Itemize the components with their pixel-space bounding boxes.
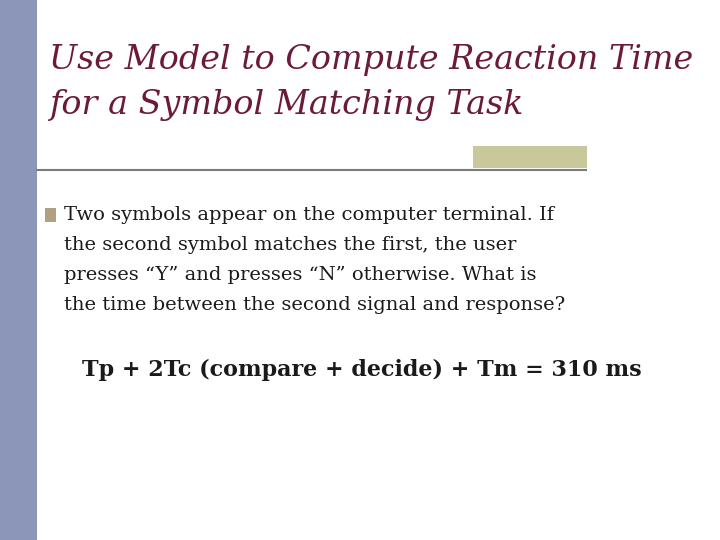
Text: the second symbol matches the first, the user: the second symbol matches the first, the… — [63, 236, 516, 254]
Text: presses “Y” and presses “N” otherwise. What is: presses “Y” and presses “N” otherwise. W… — [63, 266, 536, 284]
Text: Tp + 2Tc (compare + decide) + Tm = 310 ms: Tp + 2Tc (compare + decide) + Tm = 310 m… — [81, 359, 642, 381]
Text: the time between the second signal and response?: the time between the second signal and r… — [63, 296, 565, 314]
Bar — [45, 208, 56, 222]
Text: Two symbols appear on the computer terminal. If: Two symbols appear on the computer termi… — [63, 206, 554, 224]
Text: Use Model to Compute Reaction Time: Use Model to Compute Reaction Time — [49, 44, 693, 76]
Bar — [473, 146, 588, 168]
Bar — [0, 0, 37, 540]
Text: for a Symbol Matching Task: for a Symbol Matching Task — [49, 89, 523, 121]
